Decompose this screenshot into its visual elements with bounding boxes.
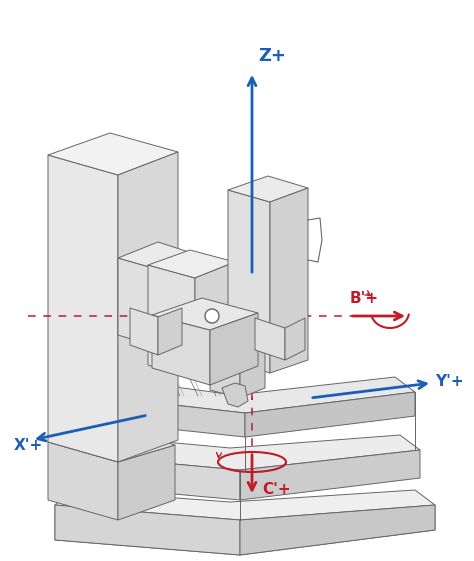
Polygon shape xyxy=(85,395,245,437)
Polygon shape xyxy=(85,377,415,413)
Polygon shape xyxy=(55,490,435,520)
Polygon shape xyxy=(55,505,435,555)
Polygon shape xyxy=(160,255,198,348)
Polygon shape xyxy=(75,435,420,470)
Polygon shape xyxy=(245,392,415,437)
Circle shape xyxy=(205,309,219,323)
Polygon shape xyxy=(118,242,198,270)
Polygon shape xyxy=(48,155,118,462)
Polygon shape xyxy=(118,258,160,348)
Polygon shape xyxy=(210,313,258,385)
Text: Y'+: Y'+ xyxy=(435,375,464,389)
Polygon shape xyxy=(152,298,258,330)
Polygon shape xyxy=(55,505,240,555)
Polygon shape xyxy=(222,383,248,407)
Polygon shape xyxy=(118,445,175,520)
Polygon shape xyxy=(75,455,240,500)
Text: X'+: X'+ xyxy=(14,438,43,453)
Polygon shape xyxy=(130,308,158,355)
Polygon shape xyxy=(148,250,235,278)
Polygon shape xyxy=(152,315,210,385)
Polygon shape xyxy=(148,265,195,380)
Polygon shape xyxy=(240,450,420,500)
Polygon shape xyxy=(118,152,178,462)
Polygon shape xyxy=(228,190,270,373)
Text: B'+: B'+ xyxy=(350,291,379,306)
Polygon shape xyxy=(270,188,308,373)
Polygon shape xyxy=(48,425,175,462)
Polygon shape xyxy=(48,442,118,520)
Polygon shape xyxy=(255,318,285,360)
Polygon shape xyxy=(285,318,305,360)
Polygon shape xyxy=(195,262,235,380)
Polygon shape xyxy=(240,344,265,398)
Polygon shape xyxy=(210,345,240,398)
Polygon shape xyxy=(158,308,182,355)
Polygon shape xyxy=(240,505,435,555)
Polygon shape xyxy=(228,176,308,202)
Text: C'+: C'+ xyxy=(262,482,291,498)
Text: Z+: Z+ xyxy=(258,47,286,65)
Polygon shape xyxy=(48,133,178,175)
